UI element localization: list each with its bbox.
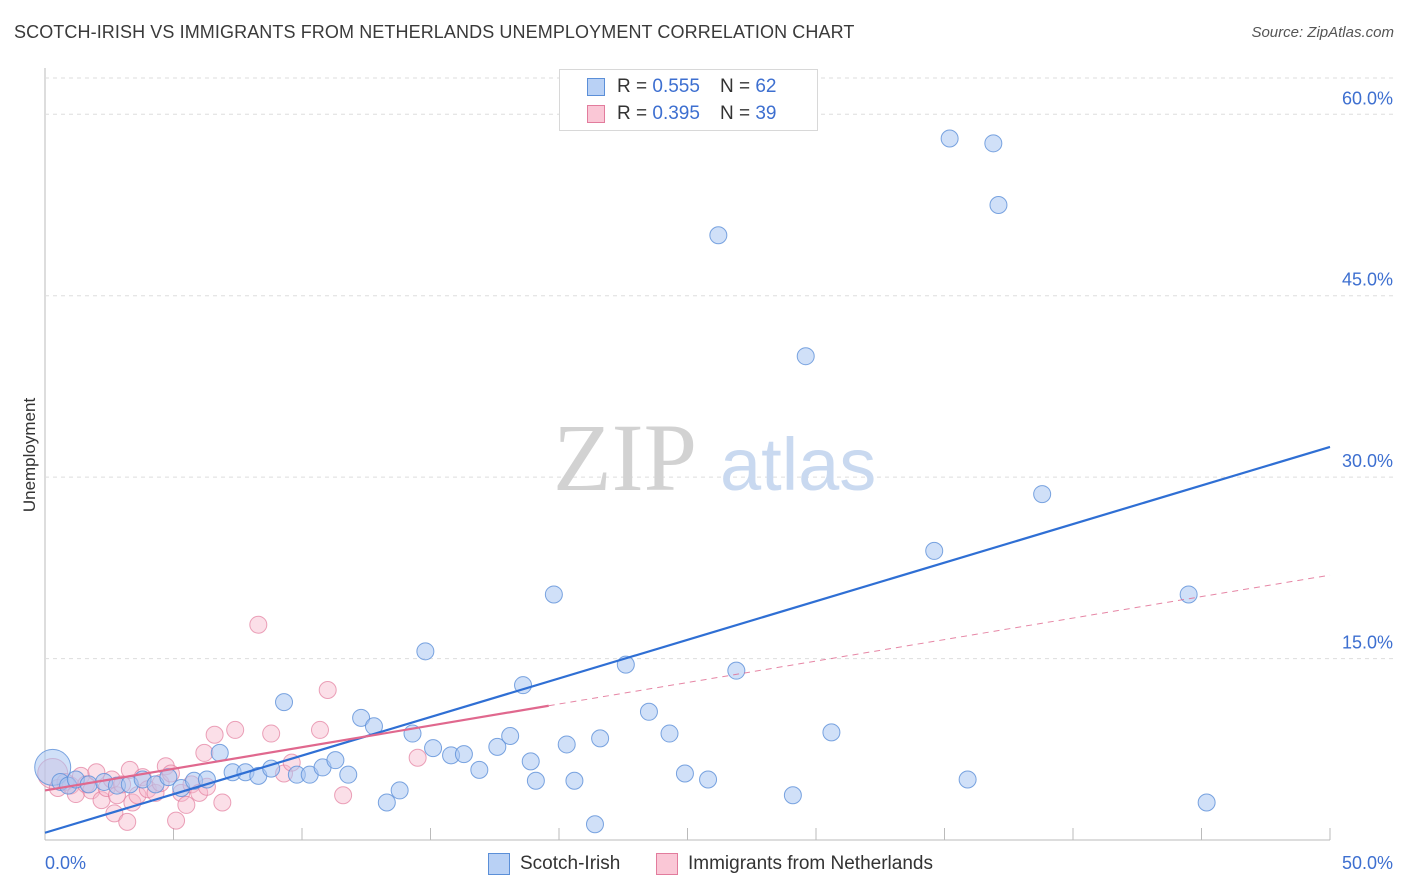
data-point-netherlands	[249, 615, 268, 634]
trend-line-netherlands-extended	[548, 574, 1331, 707]
legend-n-value: 39	[755, 103, 777, 124]
data-point-scotch-irish	[639, 702, 658, 721]
data-point-scotch-irish	[958, 770, 977, 789]
data-point-scotch-irish	[660, 724, 679, 743]
data-point-scotch-irish	[377, 793, 396, 812]
legend-r-value: 0.395	[652, 103, 700, 124]
data-point-netherlands	[118, 812, 137, 831]
data-point-netherlands	[262, 724, 281, 743]
bottom-legend-swatch-pink	[656, 853, 678, 875]
data-point-scotch-irish	[339, 765, 358, 784]
data-point-scotch-irish	[501, 726, 520, 745]
data-point-scotch-irish	[488, 737, 507, 756]
data-point-netherlands	[205, 725, 224, 744]
data-point-scotch-irish	[210, 743, 229, 762]
data-point-scotch-irish	[326, 751, 345, 770]
data-point-scotch-irish	[416, 642, 435, 661]
data-point-scotch-irish	[544, 585, 563, 604]
data-point-netherlands	[226, 720, 245, 739]
data-point-scotch-irish	[727, 661, 746, 680]
data-point-scotch-irish	[925, 541, 944, 560]
data-point-scotch-irish	[352, 708, 371, 727]
bottom-legend-swatch-blue	[488, 853, 510, 875]
axis-ticks: 15.0% 30.0% 45.0% 60.0% 0.0% 50.0%	[45, 88, 1393, 873]
y-tick-label: 15.0%	[1342, 633, 1393, 653]
data-point-scotch-irish	[1033, 485, 1052, 504]
y-tick-label: 45.0%	[1342, 270, 1393, 290]
legend-r-value: 0.555	[652, 76, 700, 97]
bottom-legend-scotch-irish: Scotch-Irish	[488, 852, 620, 876]
data-point-netherlands	[334, 786, 353, 805]
data-point-netherlands	[408, 748, 427, 767]
bottom-legend-label: Scotch-Irish	[520, 853, 621, 874]
data-point-scotch-irish	[699, 770, 718, 789]
legend-swatch-pink	[587, 105, 605, 123]
data-point-netherlands	[167, 811, 186, 830]
series-scotch-irish-points	[34, 129, 1216, 834]
data-point-scotch-irish	[521, 752, 540, 771]
y-tick-label: 30.0%	[1342, 451, 1393, 471]
data-point-scotch-irish	[526, 771, 545, 790]
legend-row-scotch-irish: R = 0.555 N = 62	[587, 75, 776, 99]
bottom-legend-label: Immigrants from Netherlands	[688, 853, 933, 874]
data-point-netherlands	[195, 743, 214, 762]
data-point-netherlands	[318, 681, 337, 700]
x-tick-label: 0.0%	[45, 853, 86, 873]
chart-title: SCOTCH-IRISH VS IMMIGRANTS FROM NETHERLA…	[14, 22, 855, 42]
data-point-netherlands	[310, 720, 329, 739]
data-point-scotch-irish	[984, 134, 1003, 153]
bottom-legend-netherlands: Immigrants from Netherlands	[656, 852, 933, 876]
trend-line-scotch-irish	[44, 445, 1331, 834]
data-point-scotch-irish	[470, 760, 489, 779]
trend-lines	[44, 445, 1331, 834]
legend-r-label: R =	[617, 103, 648, 124]
data-point-scotch-irish	[565, 771, 584, 790]
data-point-scotch-irish	[390, 781, 409, 800]
data-point-scotch-irish	[989, 196, 1008, 214]
data-point-scotch-irish	[822, 723, 841, 742]
data-point-scotch-irish	[591, 729, 610, 748]
legend-swatch-blue	[587, 78, 605, 96]
data-point-netherlands	[177, 795, 196, 814]
source-label: Source: ZipAtlas.com	[1251, 24, 1394, 41]
data-point-scotch-irish	[675, 764, 694, 783]
data-point-scotch-irish	[585, 815, 604, 834]
data-point-scotch-irish	[1179, 585, 1198, 604]
legend-n-value: 62	[755, 76, 777, 97]
watermark-atlas: atlas	[720, 423, 876, 506]
data-point-netherlands	[213, 793, 232, 812]
legend-r-label: R =	[617, 76, 648, 97]
data-point-scotch-irish	[709, 226, 728, 245]
x-tick-label: 50.0%	[1342, 853, 1393, 873]
data-point-scotch-irish	[557, 735, 576, 754]
legend-n-label: N =	[719, 103, 751, 124]
legend-n-label: N =	[719, 76, 751, 97]
watermark: ZIP atlas	[553, 404, 876, 511]
y-tick-label: 60.0%	[1342, 88, 1393, 108]
legend: R = 0.555 N = 62 R = 0.395 N = 39	[559, 69, 818, 131]
data-point-scotch-irish	[940, 129, 959, 148]
data-point-scotch-irish	[1197, 793, 1216, 812]
data-point-scotch-irish	[796, 347, 815, 366]
legend-row-netherlands: R = 0.395 N = 39	[587, 102, 776, 126]
data-point-scotch-irish	[275, 693, 294, 712]
watermark-zip: ZIP	[553, 404, 697, 511]
data-point-scotch-irish	[424, 739, 443, 758]
trend-line-netherlands	[44, 704, 549, 792]
data-point-scotch-irish	[454, 745, 473, 764]
data-point-scotch-irish	[783, 786, 802, 805]
